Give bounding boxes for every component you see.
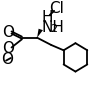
- Text: 2: 2: [51, 24, 58, 34]
- Text: O: O: [1, 52, 13, 67]
- Text: Cl: Cl: [49, 1, 64, 16]
- Text: O: O: [2, 25, 14, 40]
- Text: H: H: [41, 10, 53, 25]
- Polygon shape: [37, 29, 43, 38]
- Text: O: O: [2, 41, 14, 56]
- Text: NH: NH: [42, 20, 65, 35]
